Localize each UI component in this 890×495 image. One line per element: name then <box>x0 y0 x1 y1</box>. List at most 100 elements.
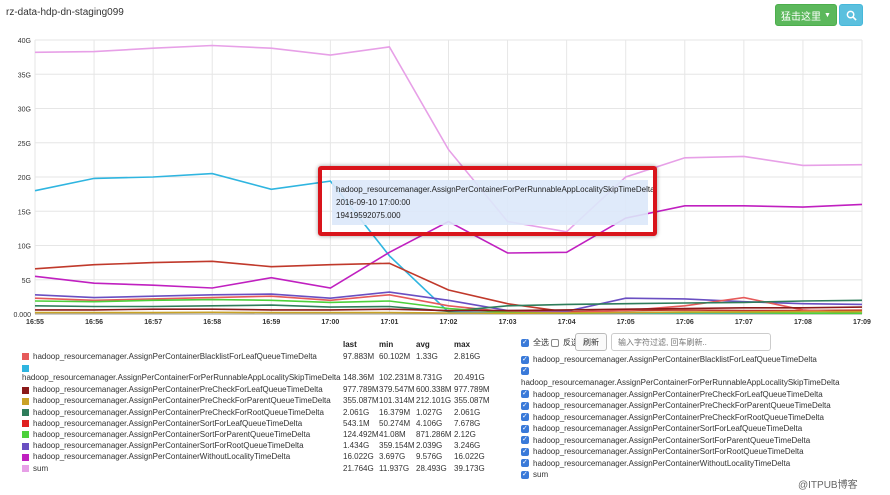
watermark: @ITPUB博客 <box>798 480 858 491</box>
series-checkbox-item[interactable]: hadoop_resourcemanager.AssignPerContaine… <box>521 447 804 456</box>
legend-row[interactable] <box>22 363 33 372</box>
x-tick-label: 17:04 <box>558 319 576 326</box>
legend-series-name: sum <box>33 463 49 473</box>
legend-series-name: hadoop_resourcemanager.AssignPerContaine… <box>33 385 323 395</box>
top-bar: rz-data-hdp-dn-staging099 猛击这里 ▼ <box>0 0 890 30</box>
legend-swatch <box>22 453 29 461</box>
checkbox-icon[interactable] <box>521 447 529 456</box>
checkbox-icon[interactable] <box>521 458 529 467</box>
y-tick-label: 30G <box>18 107 31 114</box>
legend-header-min: min <box>379 340 394 349</box>
legend-header-last: last <box>343 340 357 349</box>
series-checkbox-item[interactable]: hadoop_resourcemanager.AssignPerContaine… <box>521 355 817 364</box>
legend-value-min: 379.547M <box>379 385 415 395</box>
search-icon <box>846 10 857 21</box>
legend-value-min: 16.379M <box>379 407 411 417</box>
series-checkbox-label: hadoop_resourcemanager.AssignPerContaine… <box>533 424 803 433</box>
checkbox-icon[interactable] <box>521 389 529 398</box>
legend-value-max: 16.022G <box>454 452 485 462</box>
jump-button-label: 猛击这里 <box>781 11 822 23</box>
legend-row[interactable]: hadoop_resourcemanager.AssignPerContaine… <box>22 419 302 428</box>
series-line <box>34 44 863 233</box>
x-tick-label: 17:06 <box>676 319 694 326</box>
x-tick-label: 17:02 <box>440 319 458 326</box>
checkbox-icon[interactable] <box>521 412 529 421</box>
filter-input[interactable] <box>611 333 771 351</box>
legend-row[interactable]: hadoop_resourcemanager.AssignPerContaine… <box>22 352 317 361</box>
checkbox-icon[interactable] <box>521 401 529 410</box>
x-tick-label: 17:01 <box>380 319 398 326</box>
tooltip-time: 2016-09-10 17:00:00 <box>336 198 411 207</box>
select-all-toggle[interactable]: 全选 反选 <box>521 337 579 348</box>
legend-swatch <box>22 397 29 405</box>
x-tick-label: 17:05 <box>617 319 635 326</box>
checkbox-icon[interactable] <box>521 424 529 433</box>
legend-series-name: hadoop_resourcemanager.AssignPerContaine… <box>33 430 311 439</box>
legend-header-max: max <box>454 340 471 349</box>
legend-value-min: 60.102M <box>379 352 411 361</box>
series-checkbox-item[interactable]: hadoop_resourcemanager.AssignPerContaine… <box>521 458 791 468</box>
legend-value-avg: 28.493G <box>416 463 447 473</box>
legend-series-name: hadoop_resourcemanager.AssignPerContaine… <box>33 352 317 361</box>
legend-value-avg: 1.33G <box>416 352 438 361</box>
invert-checkbox-icon[interactable] <box>551 338 559 347</box>
legend-row[interactable]: hadoop_resourcemanager.AssignPerContaine… <box>22 385 323 394</box>
legend-row[interactable]: hadoop_resourcemanager.AssignPerContaine… <box>22 408 324 417</box>
checkbox-icon[interactable] <box>521 355 529 364</box>
series-checkbox-item[interactable]: hadoop_resourcemanager.AssignPerContaine… <box>521 435 810 445</box>
legend-swatch <box>22 364 29 372</box>
legend-value-min: 41.08M <box>379 430 406 439</box>
legend-value-avg: 8.731G <box>416 373 443 383</box>
legend-value-avg: 4.106G <box>416 418 443 428</box>
x-tick-label: 17:08 <box>794 319 812 326</box>
y-tick-label: 10G <box>18 244 31 251</box>
legend-swatch <box>22 408 29 416</box>
series-checkbox-item[interactable]: hadoop_resourcemanager.AssignPerContaine… <box>521 412 824 422</box>
legend-swatch <box>22 353 29 361</box>
legend-row[interactable]: hadoop_resourcemanager.AssignPerContaine… <box>22 430 310 439</box>
legend-value-min: 3.697G <box>379 452 406 462</box>
jump-dropdown-button[interactable]: 猛击这里 ▼ <box>775 4 837 26</box>
legend-swatch <box>22 464 29 472</box>
legend-swatch <box>22 442 29 450</box>
checkbox-icon[interactable] <box>521 435 529 444</box>
legend-value-max: 3.246G <box>454 441 481 451</box>
y-tick-label: 20G <box>18 175 31 182</box>
series-checkbox-item[interactable]: hadoop_resourcemanager.AssignPerContaine… <box>521 401 831 410</box>
search-button[interactable] <box>839 4 863 26</box>
legend-value-avg: 212.101G <box>416 396 452 406</box>
legend-series-name: hadoop_resourcemanager.AssignPerContaine… <box>33 441 304 451</box>
series-checkbox-item[interactable]: sum <box>521 470 548 479</box>
legend-series-name: hadoop_resourcemanager.AssignPerContaine… <box>33 418 303 428</box>
series-checkbox-label: hadoop_resourcemanager.AssignPerContaine… <box>533 458 791 468</box>
legend-header-avg: avg <box>416 340 430 349</box>
legend-value-min: 359.154M <box>379 441 415 451</box>
legend-series-name: hadoop_resourcemanager.AssignPerContaine… <box>33 452 291 462</box>
legend-series-name: hadoop_resourcemanager.AssignPerContaine… <box>22 373 341 383</box>
legend-value-min: 50.274M <box>379 418 411 428</box>
checkbox-icon[interactable] <box>521 366 529 375</box>
series-checkbox-item[interactable] <box>521 366 533 375</box>
legend-value-avg: 871.286M <box>416 430 452 439</box>
legend-value-last: 2.061G <box>343 407 370 417</box>
refresh-button[interactable]: 刷新 <box>575 333 607 351</box>
legend-value-last: 124.492M <box>343 430 379 439</box>
legend-value-max: 2.061G <box>454 407 481 417</box>
legend-row[interactable]: hadoop_resourcemanager.AssignPerContaine… <box>22 441 304 450</box>
legend-row[interactable]: sum <box>22 464 48 473</box>
series-checkbox-item[interactable]: hadoop_resourcemanager.AssignPerContaine… <box>521 424 802 433</box>
series-checkbox-label: hadoop_resourcemanager.AssignPerContaine… <box>533 389 823 399</box>
series-checkbox-label: hadoop_resourcemanager.AssignPerContaine… <box>533 401 831 410</box>
series-checkbox-item[interactable]: hadoop_resourcemanager.AssignPerContaine… <box>521 389 823 399</box>
legend-value-last: 355.087M <box>343 396 379 406</box>
legend-swatch <box>22 386 29 394</box>
x-tick-label: 17:00 <box>321 319 339 326</box>
checkbox-icon[interactable] <box>521 470 529 479</box>
x-tick-label: 16:58 <box>203 319 221 326</box>
legend-row[interactable]: hadoop_resourcemanager.AssignPerContaine… <box>22 452 290 461</box>
legend-value-max: 2.816G <box>454 352 481 361</box>
legend-series-name: hadoop_resourcemanager.AssignPerContaine… <box>33 407 324 417</box>
legend-row[interactable]: hadoop_resourcemanager.AssignPerContaine… <box>22 396 331 405</box>
legend-value-max: 7.678G <box>454 418 481 428</box>
legend-value-min: 101.314M <box>379 396 415 406</box>
